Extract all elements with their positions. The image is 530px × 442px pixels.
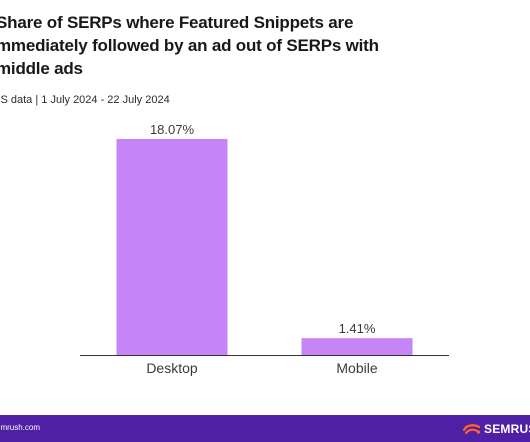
chart-title-line-3: middle ads [0, 59, 83, 78]
brand-name: SEMRUS [484, 422, 530, 436]
footer-bar: emrush.com SEMRUS [0, 415, 530, 442]
chart-subtitle: JS data | 1 July 2024 - 22 July 2024 [0, 94, 170, 106]
semrush-logo-icon [463, 424, 481, 435]
bar-desktop [116, 139, 228, 355]
footer-url[interactable]: emrush.com [0, 423, 41, 432]
bar-mobile [301, 338, 413, 355]
value-label-mobile: 1.41% [339, 321, 376, 336]
chart-title: Share of SERPs where Featured Snippets a… [0, 11, 516, 80]
chart-title-line-1: Share of SERPs where Featured Snippets a… [0, 13, 354, 32]
chart-title-line-2: mmediately followed by an ad out of SERP… [0, 36, 379, 55]
x-tick-label-desktop: Desktop [146, 360, 198, 376]
brand-logo: SEMRUS [463, 421, 530, 437]
value-label-desktop: 18.07% [150, 122, 195, 137]
x-tick-label-mobile: Mobile [336, 360, 377, 376]
bar-chart: 18.07% Desktop 1.41% Mobile [80, 122, 449, 376]
